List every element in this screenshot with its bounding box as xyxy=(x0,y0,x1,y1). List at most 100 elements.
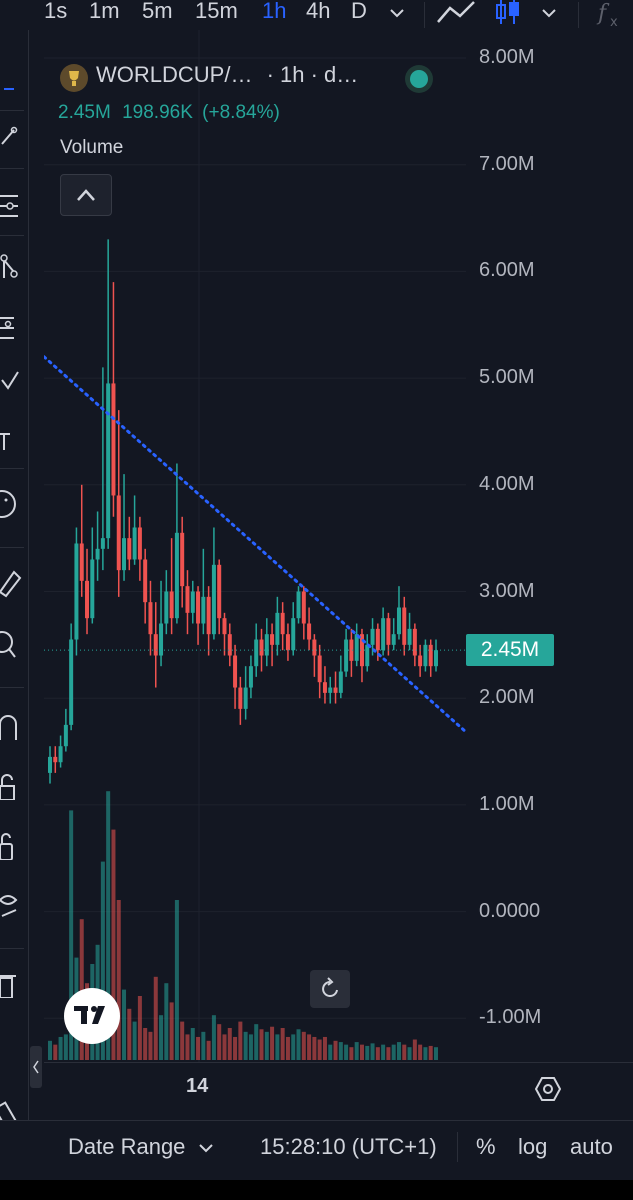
volume-bar xyxy=(174,900,179,1060)
auto-scale-toggle[interactable]: auto xyxy=(570,1134,613,1159)
candlestick-icon[interactable] xyxy=(494,0,522,26)
volume-bar xyxy=(58,1036,63,1060)
volume-bar xyxy=(137,996,142,1060)
candle-body xyxy=(349,639,354,661)
chevron-down-icon[interactable] xyxy=(388,6,406,20)
volume-bar xyxy=(106,791,111,1060)
ruler-tool-icon[interactable] xyxy=(0,568,22,598)
collapse-toolbar-tab[interactable] xyxy=(30,1046,42,1088)
volume-bar xyxy=(180,1021,185,1060)
volume-bar xyxy=(196,1036,201,1060)
candle-body xyxy=(307,623,312,640)
candle-body xyxy=(280,612,285,635)
candle-body xyxy=(127,538,132,560)
clock-timezone[interactable]: 15:28:10 (UTC+1) xyxy=(260,1134,437,1159)
tradingview-logo[interactable] xyxy=(64,988,120,1044)
price-tick-label: 2.00M xyxy=(479,686,535,709)
timeframe-1h[interactable]: 1h xyxy=(262,0,287,23)
price-tick-label: -1.00M xyxy=(479,1006,542,1029)
market-status-indicator[interactable] xyxy=(410,70,428,88)
timeframe-4h[interactable]: 4h xyxy=(306,0,331,23)
volume-bar xyxy=(328,1044,333,1060)
lock-icon[interactable] xyxy=(0,830,22,860)
hide-drawings-icon[interactable] xyxy=(0,890,22,920)
lock-drawing-icon[interactable] xyxy=(0,770,22,800)
timeframe-1s[interactable]: 1s xyxy=(44,0,68,23)
settings-icon[interactable] xyxy=(535,1076,561,1102)
price-tick-label: 3.00M xyxy=(479,579,535,602)
chevron-down-icon[interactable] xyxy=(540,6,558,20)
toolbar-divider xyxy=(0,687,24,688)
trash-icon[interactable] xyxy=(0,968,22,998)
volume-bar xyxy=(48,1040,52,1060)
volume-bar xyxy=(370,1043,375,1060)
timeframe-d[interactable]: D xyxy=(351,0,367,23)
svg-text:x: x xyxy=(610,15,618,28)
trendline-tool-icon[interactable] xyxy=(0,122,22,152)
date-range-button[interactable]: Date Range xyxy=(68,1134,214,1160)
volume-bar xyxy=(238,1021,243,1060)
candle-body xyxy=(132,527,137,560)
chevron-left-icon xyxy=(33,1060,39,1074)
volume-bar xyxy=(322,1036,327,1060)
candle-body xyxy=(375,628,380,651)
candle-body xyxy=(328,687,333,693)
percent-scale-toggle[interactable]: % xyxy=(476,1134,496,1159)
candle-body xyxy=(243,687,248,709)
volume-bar xyxy=(301,1031,306,1060)
prediction-tool-icon[interactable] xyxy=(0,310,22,340)
timeframe-15m[interactable]: 15m xyxy=(195,0,238,23)
magnet-icon[interactable] xyxy=(0,710,22,740)
candle-body xyxy=(180,532,185,587)
candle-body xyxy=(344,639,349,672)
candle-body xyxy=(370,628,375,645)
volume-values: 2.45M 198.96K (+8.84%) xyxy=(58,102,280,124)
timeframe-1m[interactable]: 1m xyxy=(89,0,120,23)
candle-body xyxy=(159,623,164,656)
candle-body xyxy=(201,596,206,624)
candle-body xyxy=(222,618,227,635)
candle-body xyxy=(217,564,222,619)
toolbar-divider xyxy=(424,2,425,28)
volume-bar xyxy=(275,1034,280,1060)
log-scale-toggle[interactable]: log xyxy=(518,1134,548,1159)
indicator-label[interactable]: Volume xyxy=(60,137,124,158)
volume-bar xyxy=(153,976,158,1060)
line-chart-icon[interactable] xyxy=(436,0,476,26)
volume-bar xyxy=(111,829,116,1060)
candle-body xyxy=(333,687,338,693)
zoom-icon[interactable] xyxy=(0,628,22,658)
volume-bar xyxy=(344,1044,349,1060)
candle-body xyxy=(248,666,253,688)
volume-bar xyxy=(307,1034,312,1060)
fib-tool-icon[interactable] xyxy=(0,190,22,220)
reset-chart-button[interactable] xyxy=(310,970,350,1008)
brush-tool-icon[interactable] xyxy=(0,366,22,396)
toolbar-divider xyxy=(578,2,579,28)
change-abs: 198.96K xyxy=(122,102,193,123)
text-tool-icon[interactable] xyxy=(0,430,22,460)
volume-bar xyxy=(69,810,74,1060)
change-pct: (+8.84%) xyxy=(202,102,280,123)
timeframe-5m[interactable]: 5m xyxy=(142,0,173,23)
volume-bar xyxy=(100,861,105,1060)
volume-bar xyxy=(386,1047,391,1060)
emoji-tool-icon[interactable] xyxy=(0,488,22,518)
toolbar-divider xyxy=(0,468,24,469)
volume-bar xyxy=(264,1031,269,1060)
time-axis[interactable] xyxy=(44,1062,633,1119)
candle-body xyxy=(85,580,90,619)
candle-body xyxy=(259,639,264,656)
indicators-icon[interactable]: f x xyxy=(596,0,626,28)
crosshair-icon[interactable] xyxy=(0,85,22,115)
volume-bar xyxy=(291,1034,296,1060)
collapse-legend-button[interactable] xyxy=(60,174,112,216)
symbol-legend[interactable]: WORLDCUP/… · 1h · d… xyxy=(96,62,358,88)
tv-logo-icon xyxy=(74,1006,105,1024)
volume-bar xyxy=(270,1026,275,1060)
pattern-tool-icon[interactable] xyxy=(0,250,22,280)
candle-body xyxy=(396,607,401,635)
candle-body xyxy=(227,634,232,656)
candle-body xyxy=(423,644,428,667)
candle-body xyxy=(111,383,116,496)
